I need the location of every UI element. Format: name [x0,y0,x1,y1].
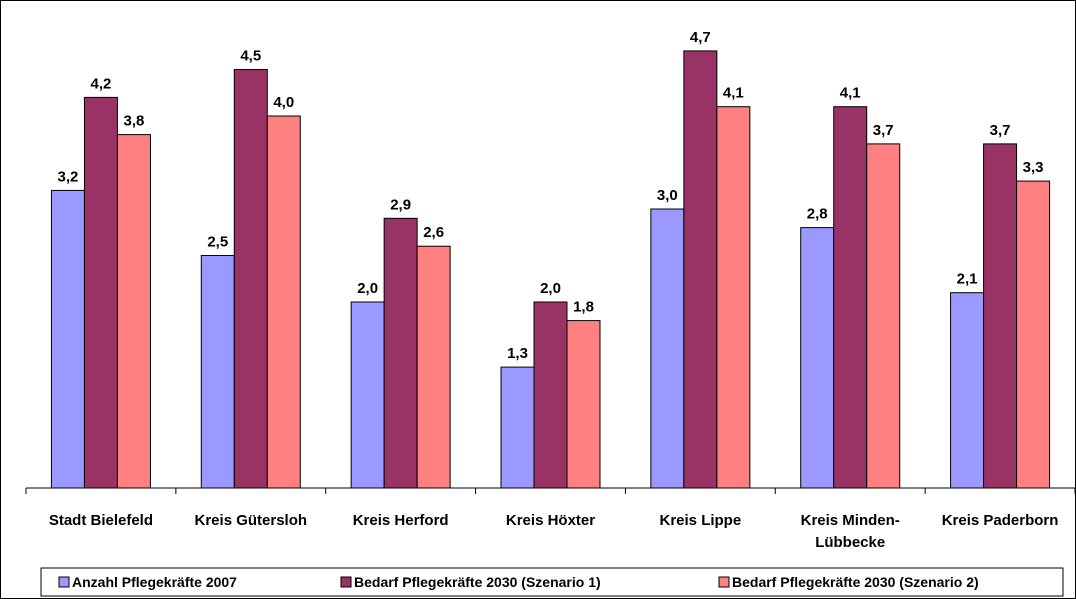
bar-series2-cat4 [533,301,568,489]
bar-series1-cat4 [500,366,535,489]
bar-series2-cat2 [233,69,268,489]
bar-series3-cat5 [716,106,751,489]
x-axis: Stadt Bielefeld Kreis Gütersloh Kreis Herf… [25,487,1075,551]
bar-series1-cat1 [50,189,85,489]
data-label-series1-cat4: 1,3 [507,345,528,362]
bar-series2-cat1 [83,96,118,489]
data-label-series2-cat4: 2,0 [540,280,561,297]
bar-series3-cat4 [566,320,601,489]
bars-layer [50,50,1051,489]
bar-series1-cat3 [350,301,385,489]
data-label-series3-cat3: 2,6 [423,224,444,241]
data-label-series2-cat1: 4,2 [90,75,111,92]
legend-swatch-series3 [718,576,730,588]
bar-series3-cat6 [866,143,901,489]
data-label-series3-cat4: 1,8 [573,299,594,316]
category-label-2: Kreis Gütersloh [195,512,308,529]
category-label-6: Kreis Minden- [801,512,900,529]
bar-series3-cat2 [266,115,301,489]
legend: Anzahl Pflegekräfte 2007 Bedarf Pflegekrä… [40,567,1064,597]
bar-series2-cat3 [383,217,418,489]
data-label-series1-cat6: 2,8 [807,206,828,223]
data-label-series2-cat5: 4,7 [690,29,711,46]
legend-box [40,567,1064,597]
bar-series1-cat5 [650,208,685,489]
bar-series1-cat2 [200,255,235,489]
data-label-series3-cat2: 4,0 [273,94,294,111]
bar-series2-cat6 [833,106,868,489]
bar-series1-cat7 [950,292,985,489]
data-label-series2-cat6: 4,1 [840,85,861,102]
legend-label-series2: Bedarf Pflegekräfte 2030 (Szenario 1) [354,574,601,590]
bar-series3-cat3 [416,245,451,489]
data-label-series2-cat2: 4,5 [240,48,261,65]
data-label-series3-cat1: 3,8 [123,113,144,130]
data-label-series2-cat3: 2,9 [390,196,411,213]
category-label-4: Kreis Höxter [506,512,595,529]
legend-label-series1: Anzahl Pflegekräfte 2007 [72,574,237,590]
data-labels: 3,2 4,2 3,8 2,5 4,5 4,0 2,0 2,9 2,6 1,3 2,0 1,8 3,0 4… [57,29,1043,362]
legend-label-series3: Bedarf Pflegekräfte 2030 (Szenario 2) [732,574,979,590]
data-label-series1-cat2: 2,5 [207,234,228,251]
data-label-series1-cat7: 2,1 [957,271,978,288]
category-label-7: Kreis Paderborn [942,512,1059,529]
data-label-series2-cat7: 3,7 [990,122,1011,139]
category-label-1: Stadt Bielefeld [49,512,153,529]
legend-swatch-series2 [340,576,352,588]
bar-series3-cat1 [116,134,151,489]
bar-series2-cat5 [683,50,718,489]
data-label-series1-cat5: 3,0 [657,187,678,204]
data-label-series1-cat3: 2,0 [357,280,378,297]
category-label-3: Kreis Herford [353,512,449,529]
bar-series3-cat7 [1016,180,1051,489]
bar-series1-cat6 [800,227,835,489]
legend-swatch-series1 [58,576,70,588]
data-label-series3-cat6: 3,7 [873,122,894,139]
data-label-series3-cat5: 4,1 [723,85,744,102]
category-label-5: Kreis Lippe [660,512,742,529]
data-label-series1-cat1: 3,2 [57,168,78,185]
category-label-6-line2: Lübbecke [815,534,885,551]
bar-series2-cat7 [983,143,1018,489]
data-label-series3-cat7: 3,3 [1023,159,1044,176]
